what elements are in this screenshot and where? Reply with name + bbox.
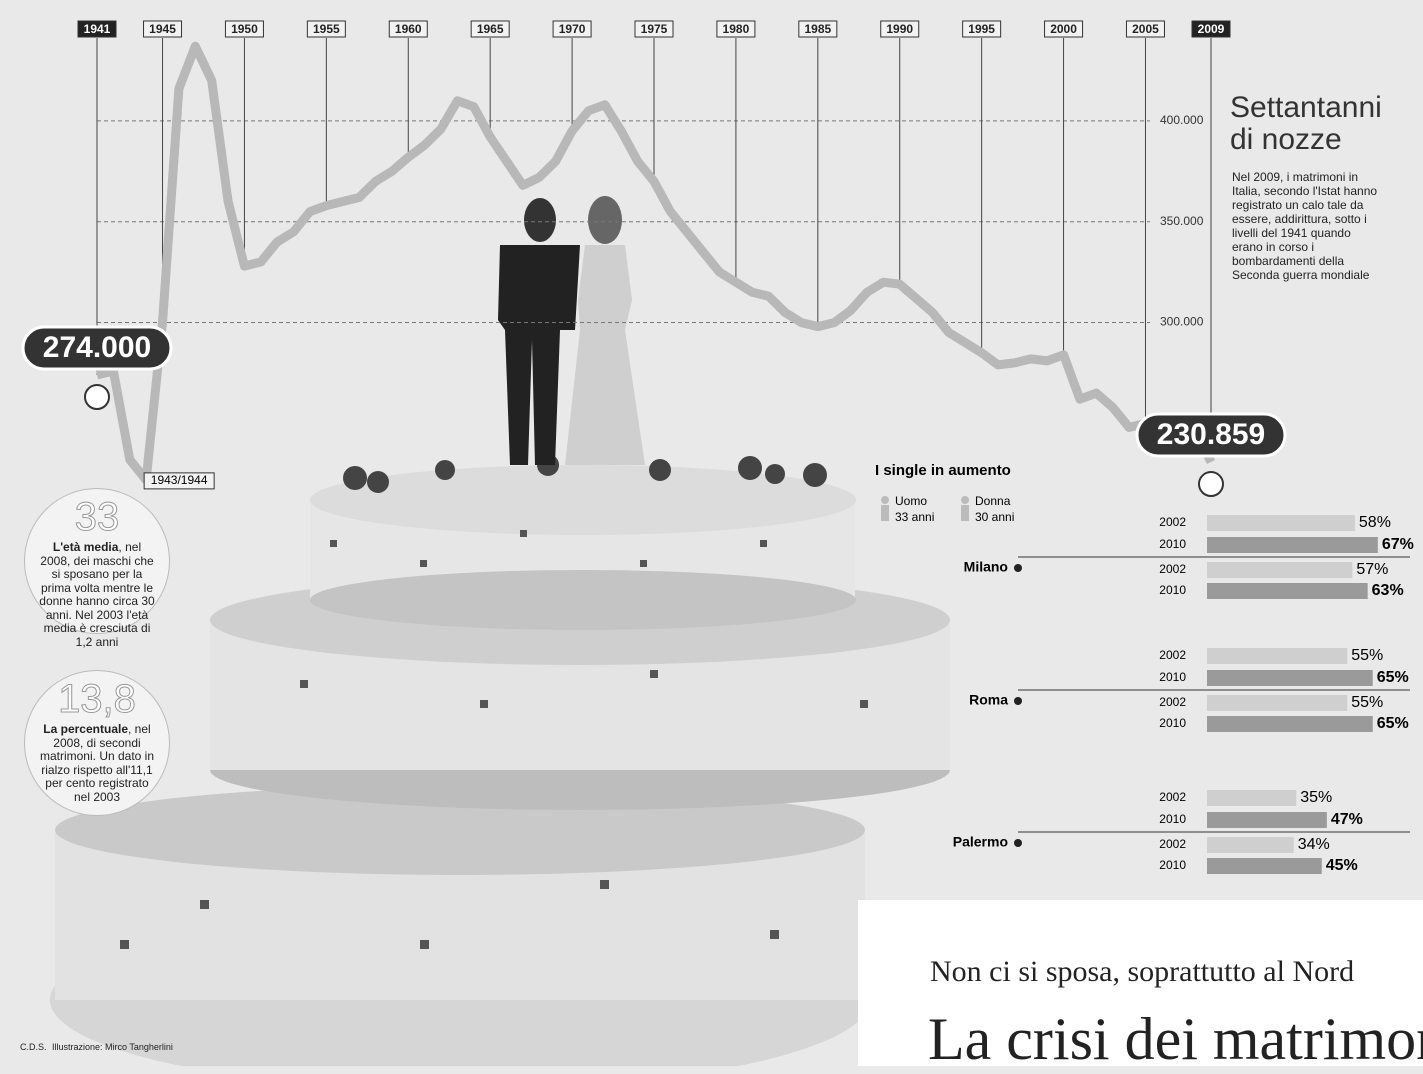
chart-title: Settantanni di nozze bbox=[1230, 92, 1410, 156]
legend-label: Donna bbox=[975, 494, 1011, 508]
fact-text: , nel 2008, dei maschi che si sposano pe… bbox=[39, 540, 154, 649]
point-marker bbox=[1199, 472, 1223, 496]
bar bbox=[1207, 716, 1373, 732]
credit: C.D.S. bbox=[20, 1042, 47, 1052]
page: 300.000 350.000 400.000 1941 1945 1950 1955 196… bbox=[0, 0, 1423, 1066]
x-tick-label: 1985 bbox=[804, 22, 831, 36]
value-label: 274.000 bbox=[43, 331, 151, 364]
x-tick-label: 1945 bbox=[149, 22, 176, 36]
bar bbox=[1207, 648, 1347, 664]
year-label: 2010 bbox=[1159, 858, 1186, 872]
value-label: 230.859 bbox=[1157, 418, 1265, 451]
x-tick-label: 1995 bbox=[968, 22, 995, 36]
x-tick-label: 1990 bbox=[886, 22, 913, 36]
legend-label: Uomo bbox=[895, 494, 927, 508]
bar-chart-title: I single in aumento bbox=[875, 462, 1011, 479]
value-label: 67% bbox=[1382, 536, 1414, 553]
category-label: Palermo bbox=[953, 834, 1008, 850]
bar bbox=[1207, 670, 1373, 686]
year-label: 2002 bbox=[1159, 837, 1186, 851]
value-label: 57% bbox=[1356, 561, 1388, 578]
chart-subtitle: Nel 2009, i matrimoni in Italia, secondo… bbox=[1232, 170, 1382, 282]
bar bbox=[1207, 837, 1294, 853]
fact-lead: La percentuale bbox=[43, 722, 128, 736]
x-tick-label: 2000 bbox=[1050, 22, 1077, 36]
value-label: 35% bbox=[1300, 789, 1332, 806]
bar bbox=[1207, 562, 1352, 578]
legend-sublabel: 33 anni bbox=[895, 510, 934, 524]
value-label: 45% bbox=[1326, 857, 1358, 874]
bar bbox=[1207, 537, 1378, 553]
point-marker bbox=[85, 385, 109, 409]
bar bbox=[1207, 583, 1368, 599]
year-label: 2010 bbox=[1159, 716, 1186, 730]
year-label: 2002 bbox=[1159, 695, 1186, 709]
year-label: 2002 bbox=[1159, 648, 1186, 662]
x-tick-label: 1955 bbox=[313, 22, 340, 36]
value-label: 65% bbox=[1377, 669, 1409, 686]
credit: Illustrazione: Mirco Tangherlini bbox=[52, 1042, 173, 1052]
year-label: 2010 bbox=[1159, 812, 1186, 826]
x-tick-label: 1960 bbox=[395, 22, 422, 36]
category-label: Milano bbox=[964, 559, 1008, 575]
legend-icon bbox=[961, 496, 969, 504]
legend-sublabel: 30 anni bbox=[975, 510, 1014, 524]
year-label: 2002 bbox=[1159, 515, 1186, 529]
y-tick-label: 300.000 bbox=[1160, 315, 1204, 329]
year-label: 2002 bbox=[1159, 562, 1186, 576]
legend-icon bbox=[961, 505, 969, 521]
value-label: 58% bbox=[1359, 514, 1391, 531]
fact-lead: L'età media bbox=[53, 540, 119, 554]
bar bbox=[1207, 515, 1355, 531]
x-tick-label: 1965 bbox=[477, 22, 504, 36]
year-label: 2010 bbox=[1159, 670, 1186, 684]
y-tick-label: 400.000 bbox=[1160, 113, 1204, 127]
x-tick-label: 2009 bbox=[1198, 22, 1225, 36]
value-label: 63% bbox=[1372, 582, 1404, 599]
legend-icon bbox=[881, 505, 889, 521]
legend-icon bbox=[881, 496, 889, 504]
x-tick-label: 1950 bbox=[231, 22, 258, 36]
y-tick-label: 350.000 bbox=[1160, 214, 1204, 228]
fact-number: 13,8 bbox=[37, 677, 157, 721]
region-dot bbox=[1014, 564, 1022, 572]
value-label: 55% bbox=[1351, 647, 1383, 664]
headline-kicker: Non ci si sposa, soprattutto al Nord bbox=[930, 955, 1354, 989]
year-label: 2010 bbox=[1159, 583, 1186, 597]
category-label: Roma bbox=[969, 692, 1008, 708]
bar bbox=[1207, 695, 1347, 711]
x-tick-label: 2005 bbox=[1132, 22, 1159, 36]
value-label: 34% bbox=[1298, 836, 1330, 853]
headline-title: La crisi dei matrimoni bbox=[928, 1005, 1423, 1074]
bar bbox=[1207, 858, 1322, 874]
x-tick-label: 1980 bbox=[723, 22, 750, 36]
x-tick-label: 1975 bbox=[641, 22, 668, 36]
year-label: 2010 bbox=[1159, 537, 1186, 551]
value-label: 55% bbox=[1351, 694, 1383, 711]
fact-number: 33 bbox=[37, 495, 157, 539]
annotation: 1943/1944 bbox=[151, 473, 208, 487]
bar bbox=[1207, 790, 1296, 806]
value-label: 65% bbox=[1377, 715, 1409, 732]
region-dot bbox=[1014, 839, 1022, 847]
value-label: 47% bbox=[1331, 811, 1363, 828]
region-dot bbox=[1014, 697, 1022, 705]
bar bbox=[1207, 812, 1327, 828]
x-tick-label: 1970 bbox=[559, 22, 586, 36]
year-label: 2002 bbox=[1159, 790, 1186, 804]
x-tick-label: 1941 bbox=[84, 22, 111, 36]
